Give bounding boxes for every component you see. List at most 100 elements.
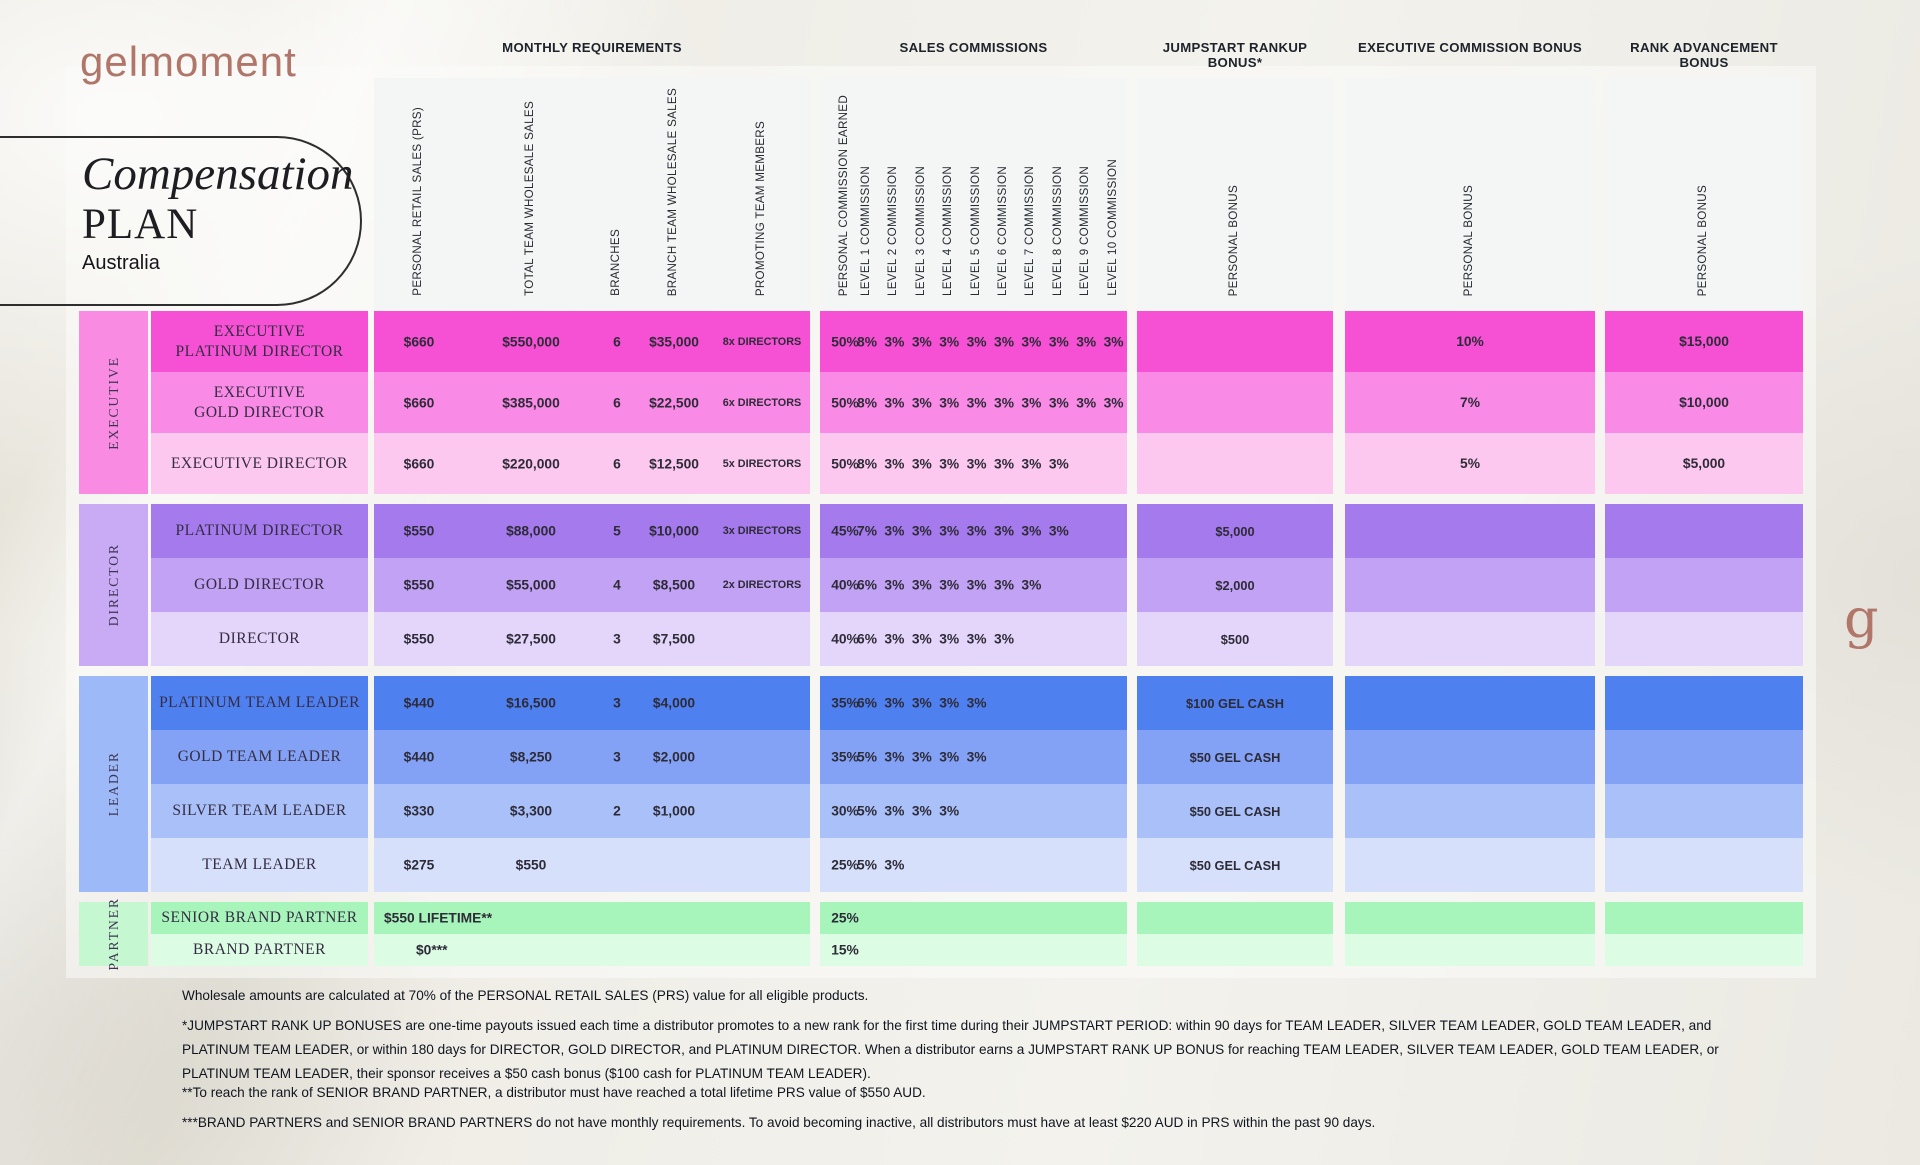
requirement-value: 3 — [613, 631, 621, 647]
group-label-block: EXECUTIVE — [79, 311, 148, 494]
requirement-value: $10,000 — [649, 523, 699, 539]
bonus-cell-rank_bonus — [1605, 902, 1803, 934]
requirement-value: $16,500 — [506, 695, 556, 711]
requirement-value: $2,000 — [652, 749, 696, 765]
footnote: **To reach the rank of SENIOR BRAND PART… — [182, 1085, 926, 1100]
title-compensation: Compensation — [82, 148, 354, 200]
requirement-value: 6 — [613, 395, 621, 410]
requirement-value: $660 — [403, 395, 435, 410]
requirements-cell: $275 $550 — [374, 838, 810, 892]
commission-value: 3% — [1021, 523, 1042, 539]
bonus-cell-rank_bonus — [1605, 558, 1803, 612]
bonus-cell-exec_bonus: 7% — [1345, 372, 1595, 433]
requirement-value: 6x DIRECTORS — [722, 396, 802, 409]
commission-value: 45% — [831, 523, 859, 539]
commission-value: 3% — [966, 523, 987, 539]
column-label-personal-bonus: PERSONAL BONUS — [1462, 184, 1475, 296]
requirement-value: $275 — [403, 857, 435, 873]
brand-monogram-icon: g — [1844, 587, 1879, 650]
column-label-commission: LEVEL 8 COMMISSION — [1050, 166, 1064, 296]
rank-cell: SILVER TEAM LEADER — [151, 784, 368, 838]
requirement-value: $8,250 — [509, 749, 553, 765]
requirement-value: $385,000 — [502, 395, 560, 410]
bonus-cell-exec_bonus: 5% — [1345, 433, 1595, 494]
column-label-commission: LEVEL 4 COMMISSION — [941, 166, 955, 296]
requirements-cell: $550 $88,000 5 $10,000 3x DIRECTORS — [374, 504, 810, 558]
commission-value: 3% — [1103, 395, 1124, 410]
requirement-value: 3 — [613, 695, 621, 711]
commissions-cell: 45% 7% 3% 3% 3% 3% 3% 3% 3% — [820, 504, 1127, 558]
requirement-value: 5 — [613, 523, 621, 539]
column-label-requirement: BRANCHES — [609, 229, 622, 296]
requirement-value: 6 — [613, 456, 621, 471]
commissions-cell: 50% 8% 3% 3% 3% 3% 3% 3% 3% — [820, 433, 1127, 494]
requirement-value: 2 — [613, 803, 621, 819]
bonus-cell-jumpstart: $100 GEL CASH — [1137, 676, 1333, 730]
requirement-value: $55,000 — [506, 577, 556, 593]
requirement-value: $0*** — [416, 942, 448, 958]
header-background-rank-advancement — [1605, 78, 1803, 310]
commission-value: 3% — [1048, 395, 1069, 410]
brand-logo: gelmoment — [80, 38, 297, 85]
column-label-commission: LEVEL 9 COMMISSION — [1078, 166, 1092, 296]
commission-value: 3% — [884, 334, 905, 349]
commissions-cell: 35% 5% 3% 3% 3% 3% — [820, 730, 1127, 784]
commission-value: 3% — [994, 456, 1014, 471]
commission-value: 3% — [911, 749, 932, 765]
commission-value: 3% — [966, 577, 987, 593]
bonus-cell-jumpstart — [1137, 934, 1333, 966]
rank-cell: EXECUTIVE PLATINUM DIRECTOR — [151, 311, 368, 372]
header-background-executive-bonus — [1345, 78, 1595, 310]
commission-value: 3% — [939, 631, 960, 647]
rank-cell: EXECUTIVE DIRECTOR — [151, 433, 368, 494]
requirement-value: 5x DIRECTORS — [722, 457, 802, 470]
requirement-value: 3x DIRECTORS — [722, 525, 802, 537]
commission-value: 3% — [884, 577, 905, 593]
commission-value: 3% — [911, 523, 932, 539]
bonus-cell-rank_bonus — [1605, 784, 1803, 838]
group-label: LEADER — [105, 751, 121, 817]
requirement-value: 3 — [613, 749, 621, 765]
commission-value: 3% — [994, 523, 1014, 539]
requirement-value: $22,500 — [649, 395, 699, 410]
commission-value: 8% — [857, 456, 877, 471]
group-label: PARTNER — [105, 897, 121, 971]
commission-value: 3% — [884, 523, 905, 539]
requirements-cell: $550 LIFETIME** — [374, 902, 810, 934]
bonus-cell-rank_bonus — [1605, 730, 1803, 784]
rank-cell: TEAM LEADER — [151, 838, 368, 892]
commission-value: 3% — [1021, 395, 1042, 410]
commission-value: 3% — [966, 631, 987, 647]
bonus-cell-rank_bonus: $5,000 — [1605, 433, 1803, 494]
commission-value: 25% — [831, 857, 859, 873]
rank-cell: SENIOR BRAND PARTNER — [151, 902, 368, 934]
commission-value: 3% — [911, 695, 932, 711]
rank-cell: BRAND PARTNER — [151, 934, 368, 966]
bonus-cell-rank_bonus: $10,000 — [1605, 372, 1803, 433]
commission-value: 3% — [884, 631, 905, 647]
commission-value: 3% — [994, 577, 1014, 593]
rank-cell: EXECUTIVE GOLD DIRECTOR — [151, 372, 368, 433]
commission-value: 3% — [1076, 395, 1097, 410]
column-label-personal-bonus: PERSONAL BONUS — [1227, 184, 1240, 296]
bonus-cell-exec_bonus — [1345, 934, 1595, 966]
requirement-value: 6 — [613, 334, 621, 349]
bonus-cell-jumpstart — [1137, 311, 1333, 372]
commission-value: 3% — [939, 577, 960, 593]
requirement-value: $8,500 — [652, 577, 696, 593]
commission-value: 50% — [831, 395, 859, 410]
requirement-value: $3,300 — [509, 803, 553, 819]
commission-value: 3% — [911, 456, 932, 471]
header-background-requirements — [374, 78, 810, 310]
commission-value: 3% — [966, 749, 987, 765]
commission-value: 3% — [884, 749, 905, 765]
requirements-cell: $660 $220,000 6 $12,500 5x DIRECTORS — [374, 433, 810, 494]
footnote: Wholesale amounts are calculated at 70% … — [182, 988, 869, 1003]
requirements-cell: $660 $550,000 6 $35,000 8x DIRECTORS — [374, 311, 810, 372]
commission-value: 3% — [884, 456, 905, 471]
rank-cell: GOLD TEAM LEADER — [151, 730, 368, 784]
rank-cell: GOLD DIRECTOR — [151, 558, 368, 612]
section-header-jumpstart-bonus: JUMPSTART RANKUP BONUS* — [1162, 40, 1308, 70]
requirement-value: $550 — [403, 523, 435, 539]
column-label-requirement: PERSONAL RETAIL SALES (PRS) — [411, 107, 424, 296]
